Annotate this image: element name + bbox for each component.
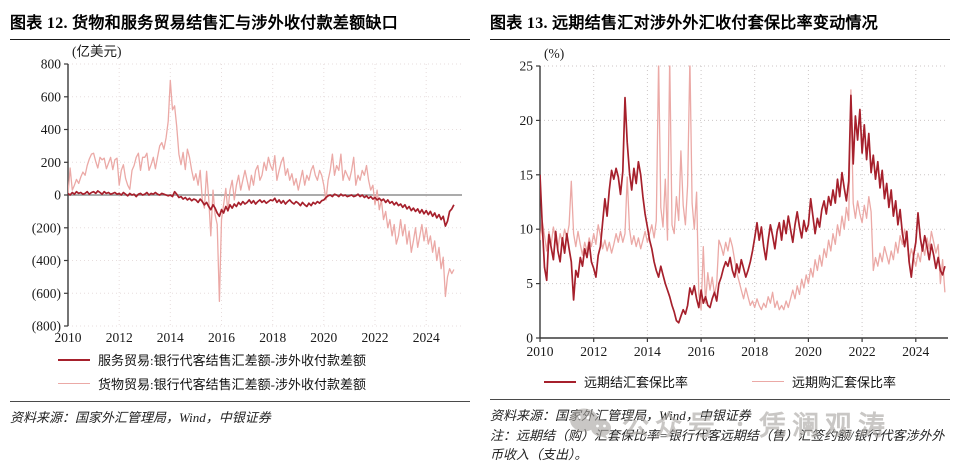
legend-label-goods-trade: 货物贸易:银行代客结售汇差额-涉外收付款差额 [98, 377, 366, 392]
legend-line-services-trade [58, 358, 90, 361]
series-line-light_pink [540, 65, 946, 311]
x-tick-label: 2014 [157, 330, 184, 345]
y-tick-label: (400) [32, 253, 61, 268]
y-tick-label: 200 [41, 155, 62, 170]
chart-13-note: 注：远期结（购）汇套保比率=银行代客远期结（售）汇签约额/银行代客涉外外币收入（… [490, 428, 945, 462]
y-tick-label: 10 [520, 222, 534, 237]
legend-line-forward-settlement [543, 380, 576, 383]
legend-item-forward-purchase: 远期购汇套保比率 [752, 372, 896, 391]
y-tick-label: 0 [526, 331, 533, 346]
x-tick-label: 2018 [259, 330, 286, 345]
chart-12-source: 资料来源：国家外汇管理局，Wind，中银证券 [10, 410, 271, 425]
y-tick-label: 800 [41, 57, 62, 72]
y-axis-unit-label: (亿美元) [72, 44, 122, 59]
x-tick-label: 2020 [795, 344, 822, 359]
y-tick-label: (800) [32, 319, 61, 334]
x-tick-label: 2016 [208, 330, 235, 345]
x-tick-label: 2020 [310, 330, 337, 345]
chart-13-legend: 远期结汇套保比率 远期购汇套保比率 [490, 372, 950, 391]
y-tick-label: (200) [32, 220, 61, 235]
x-tick-label: 2024 [413, 330, 440, 345]
x-tick-label: 2024 [902, 344, 929, 359]
y-tick-label: (600) [32, 286, 61, 301]
x-tick-label: 2012 [106, 330, 133, 345]
chart-12-title: 图表 12. 货物和服务贸易结售汇与涉外收付款差额缺口 [10, 6, 470, 40]
chart-13-title: 图表 13. 远期结售汇对涉外外汇收付套保比率变动情况 [490, 6, 950, 40]
panel-chart-13: 图表 13. 远期结售汇对涉外外汇收付套保比率变动情况 25 20 15 10 5 0 20… [480, 0, 960, 474]
series-line-dark_red [540, 94, 946, 324]
legend-item-goods-trade: 货物贸易:银行代客结售汇差额-涉外收付款差额 [58, 374, 470, 393]
legend-label-forward-settlement: 远期结汇套保比率 [583, 375, 688, 390]
x-tick-label: 2010 [527, 344, 554, 359]
x-tick-label: 2010 [55, 330, 82, 345]
x-tick-label: 2014 [634, 344, 661, 359]
legend-label-forward-purchase: 远期购汇套保比率 [792, 375, 897, 390]
chart-12-plot: 800 600 400 200 0 (200) (400) (600) (800)2010 201… [32, 44, 462, 345]
series-line-light_pink [68, 79, 455, 303]
y-axis-unit-label: (%) [544, 46, 564, 61]
legend-line-forward-purchase [752, 381, 784, 382]
y-tick-label: 20 [520, 113, 534, 128]
panel-divider [10, 401, 470, 402]
x-tick-label: 2022 [362, 330, 389, 345]
chart-12-legend: 服务贸易:银行代客结售汇差额-涉外收付款差额 货物贸易:银行代客结售汇差额-涉外… [58, 350, 470, 393]
x-tick-label: 2016 [688, 344, 715, 359]
y-tick-label: 600 [41, 89, 62, 104]
legend-item-services-trade: 服务贸易:银行代客结售汇差额-涉外收付款差额 [58, 350, 470, 369]
y-tick-label: 0 [54, 188, 61, 203]
legend-item-forward-settlement: 远期结汇套保比率 [543, 372, 688, 391]
y-tick-label: 400 [41, 122, 62, 137]
panel-divider [490, 399, 950, 400]
y-tick-label: 25 [520, 59, 534, 74]
legend-label-services-trade: 服务贸易:银行代客结售汇差额-涉外收付款差额 [98, 353, 366, 368]
x-tick-label: 2022 [849, 344, 876, 359]
y-tick-label: 5 [526, 276, 533, 291]
chart-13-source: 资料来源：国家外汇管理局，Wind，中银证券 [490, 408, 751, 423]
legend-line-goods-trade [58, 383, 90, 384]
x-tick-label: 2012 [580, 344, 607, 359]
y-tick-label: 15 [520, 167, 534, 182]
panel-chart-12: 图表 12. 货物和服务贸易结售汇与涉外收付款差额缺口 800 600 400 200… [10, 6, 470, 425]
x-tick-label: 2018 [741, 344, 768, 359]
series-line-dark_red [68, 190, 455, 227]
